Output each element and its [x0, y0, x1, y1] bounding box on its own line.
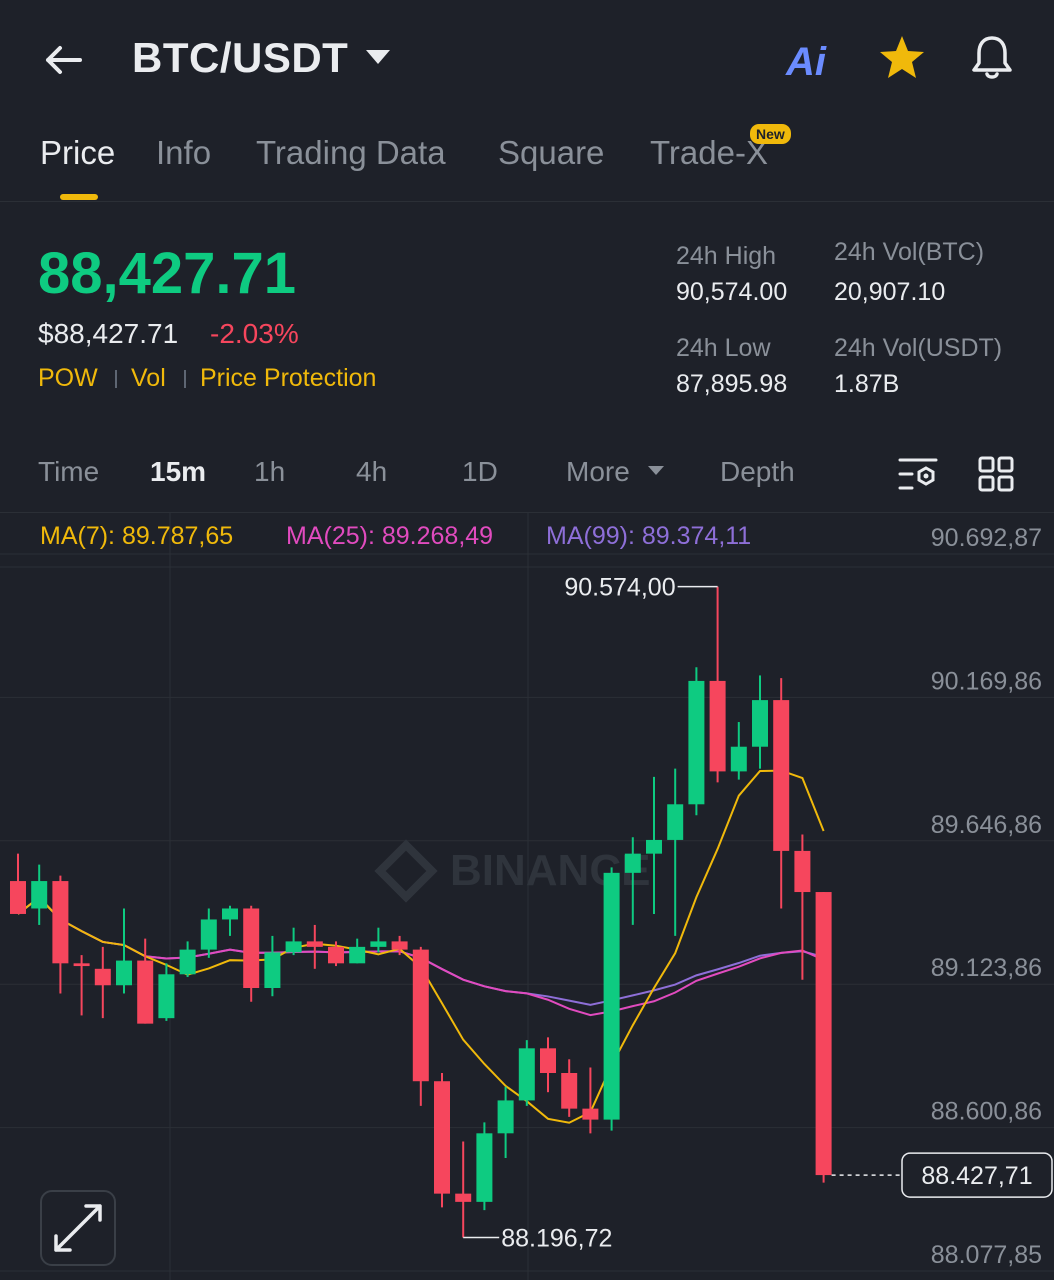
chevron-down-icon[interactable]: [366, 50, 390, 64]
candle-body: [349, 946, 366, 964]
candle-body: [264, 952, 281, 988]
candle-body: [815, 892, 832, 1176]
interval-15m[interactable]: 15m: [150, 456, 207, 487]
candle-body: [646, 839, 662, 854]
indicator-settings-icon[interactable]: [896, 452, 940, 496]
candle-body: [730, 746, 747, 772]
candle-body: [773, 700, 790, 851]
tab-price[interactable]: Price: [40, 134, 116, 171]
candle-body: [412, 949, 429, 1082]
tag-separator: [115, 370, 117, 388]
ma25-label: MA(25): 89.268,49: [286, 522, 494, 550]
last-price-label: 88.427,71: [921, 1162, 1032, 1190]
arrow-left-icon[interactable]: [40, 36, 88, 84]
tag-vol[interactable]: Vol: [131, 364, 166, 392]
candle-body: [476, 1133, 493, 1202]
interval-1h[interactable]: 1h: [254, 456, 286, 487]
candle-body: [434, 1081, 450, 1194]
tab-info[interactable]: Info: [156, 134, 212, 171]
candle-body: [306, 941, 323, 947]
candle-body: [518, 1048, 535, 1101]
tab-trade-x[interactable]: Trade-X: [650, 134, 768, 171]
stat-24h-low: 87,895.98: [676, 370, 788, 398]
active-tab-indicator: [60, 194, 98, 200]
divider: [0, 512, 1054, 513]
interval-4h[interactable]: 4h: [356, 456, 388, 487]
candle-body: [497, 1100, 514, 1134]
candle-body: [200, 919, 217, 950]
y-tick-label: 90.169,86: [931, 667, 1042, 695]
candle-body: [752, 700, 768, 747]
tag-separator: [184, 370, 186, 388]
tag-pow[interactable]: POW: [38, 364, 98, 392]
star-icon[interactable]: [874, 30, 930, 86]
candle-body: [179, 949, 196, 975]
watermark-logo: [374, 839, 438, 903]
depth-tab[interactable]: Depth: [720, 456, 795, 487]
last-price: 88,427.71: [38, 241, 297, 306]
candle-body: [688, 680, 705, 805]
expand-icon[interactable]: [40, 1190, 116, 1266]
candle-body: [794, 850, 811, 893]
bell-icon[interactable]: [964, 30, 1020, 86]
candle-body: [158, 974, 175, 1019]
ai-icon[interactable]: Ai: [786, 40, 826, 84]
interval-1d[interactable]: 1D: [462, 456, 498, 487]
y-tick-label: 88.077,85: [931, 1241, 1042, 1269]
candle-body: [73, 963, 90, 967]
watermark: BINANCE: [450, 846, 650, 895]
ma99-label: MA(99): 89.374,11: [546, 522, 752, 550]
stat-24h-vol-usdt: 1.87B: [834, 370, 900, 398]
price-usd: $88,427.71: [38, 318, 179, 349]
tab-square[interactable]: Square: [498, 134, 605, 171]
candle-body: [370, 941, 387, 947]
high-marker-label: 90.574,00: [564, 574, 675, 602]
candle-body: [285, 941, 302, 953]
candlestick-chart[interactable]: BINANCE 90.692,87 90.169,86 89.646,86 89.123…: [0, 513, 1054, 1280]
pair-selector[interactable]: BTC/USDT: [132, 34, 349, 81]
last-price-badge: [901, 1152, 1053, 1198]
layout-grid-icon[interactable]: [974, 452, 1018, 496]
candle-body: [667, 804, 684, 840]
stat-24h-vol-btc-label: 24h Vol(BTC): [834, 238, 985, 266]
stat-24h-high: 90,574.00: [676, 278, 788, 306]
stat-24h-high-label: 24h High: [676, 242, 777, 270]
chevron-down-icon[interactable]: [648, 466, 664, 475]
low-marker-label: 88.196,72: [501, 1225, 612, 1253]
candle-body: [540, 1048, 556, 1073]
candle-body: [137, 960, 154, 1024]
tag-price-protection[interactable]: Price Protection: [200, 364, 377, 392]
interval-time[interactable]: Time: [38, 456, 100, 487]
candle-body: [328, 946, 344, 964]
y-tick-label: 89.123,86: [931, 954, 1042, 982]
interval-more[interactable]: More: [566, 456, 630, 487]
candle-body: [582, 1108, 599, 1120]
price-change: -2.03%: [210, 318, 299, 349]
tab-trading-data[interactable]: Trading Data: [256, 134, 446, 171]
y-tick-label: 88.600,86: [931, 1098, 1042, 1126]
divider: [0, 201, 1054, 202]
ma7-label: MA(7): 89.787,65: [40, 522, 234, 550]
candle-body: [455, 1193, 472, 1202]
candle-body: [31, 881, 48, 909]
candle-body: [624, 853, 641, 873]
candle-body: [243, 908, 260, 988]
candle-body: [391, 941, 408, 950]
y-tick-label: 89.646,86: [931, 811, 1042, 839]
new-badge: New: [750, 124, 791, 144]
candle-body: [603, 872, 620, 1120]
candle-body: [116, 960, 132, 986]
y-tick-label: 90.692,87: [931, 524, 1042, 552]
stat-24h-vol-usdt-label: 24h Vol(USDT): [834, 334, 1003, 362]
candle-body: [10, 881, 26, 914]
stat-24h-low-label: 24h Low: [676, 334, 771, 362]
candle-body: [561, 1072, 578, 1109]
candle-body: [94, 968, 111, 986]
candle-body: [709, 680, 726, 772]
stat-24h-vol-btc: 20,907.10: [834, 278, 946, 306]
candle-body: [52, 881, 69, 964]
candle-body: [222, 908, 238, 920]
